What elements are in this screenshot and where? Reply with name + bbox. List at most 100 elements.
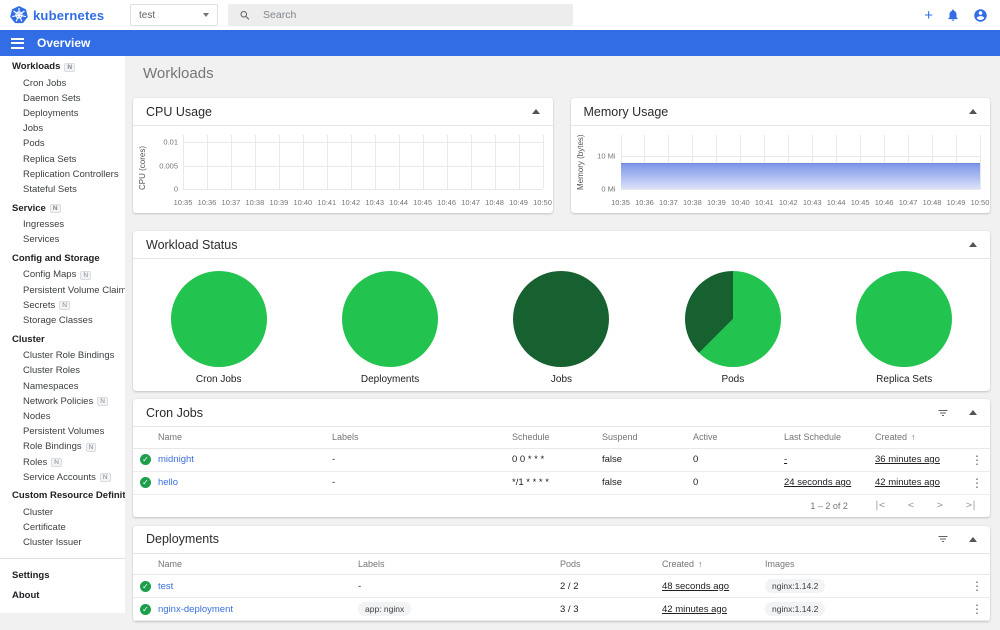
- collapse-icon[interactable]: [969, 242, 977, 247]
- resource-link[interactable]: test: [158, 581, 173, 592]
- pie-chart[interactable]: [171, 271, 267, 367]
- cell-text: */1 * * * *: [512, 477, 549, 488]
- row-menu-button[interactable]: ⋮: [968, 602, 986, 616]
- sidebar-item-services[interactable]: Services: [0, 233, 125, 248]
- next-page-button[interactable]: >: [937, 500, 942, 511]
- row-menu-button[interactable]: ⋮: [968, 476, 986, 490]
- account-button[interactable]: [973, 8, 988, 23]
- sidebar-item-persistent-volume-claims[interactable]: Persistent Volume ClaimsN: [0, 283, 125, 298]
- row-menu-button[interactable]: ⋮: [968, 453, 986, 467]
- sidebar-item-role-bindings-label: Role Bindings: [23, 442, 82, 452]
- column-header-created[interactable]: Created: [662, 559, 694, 569]
- column-header-labels[interactable]: Labels: [358, 559, 385, 569]
- collapse-icon[interactable]: [532, 109, 540, 114]
- page-toolbar: Overview: [0, 30, 1000, 56]
- sidebar-item-certificate[interactable]: Certificate: [0, 521, 125, 536]
- collapse-icon[interactable]: [969, 410, 977, 415]
- gridline-y: [621, 189, 981, 190]
- pie-label: Jobs: [551, 374, 572, 385]
- gridline-x: [303, 135, 304, 189]
- gridline-x: [183, 135, 184, 189]
- last-page-button[interactable]: >|: [966, 500, 976, 511]
- sidebar-item-settings[interactable]: Settings: [0, 565, 125, 585]
- pie-chart[interactable]: [513, 271, 609, 367]
- gridline-x: [423, 135, 424, 189]
- bell-icon: [946, 8, 960, 22]
- sidebar-item-cluster-label: Cluster: [23, 508, 53, 518]
- resource-link[interactable]: hello: [158, 477, 178, 488]
- column-header-suspend[interactable]: Suspend: [602, 432, 638, 442]
- column-header-pods[interactable]: Pods: [560, 559, 581, 569]
- sidebar-item-deployments[interactable]: Deployments: [0, 106, 125, 121]
- gridline-x: [231, 135, 232, 189]
- search-bar[interactable]: [228, 4, 573, 26]
- filter-button[interactable]: [937, 533, 949, 545]
- column-header-name[interactable]: Name: [158, 432, 182, 442]
- row-menu-button[interactable]: ⋮: [968, 579, 986, 593]
- collapse-icon[interactable]: [969, 537, 977, 542]
- column-header-schedule[interactable]: Schedule: [512, 432, 550, 442]
- sidebar-item-replica-sets[interactable]: Replica Sets: [0, 152, 125, 167]
- sidebar-item-storage-classes[interactable]: Storage Classes: [0, 313, 125, 328]
- column-header-last-schedule[interactable]: Last Schedule: [784, 432, 841, 442]
- filter-button[interactable]: [937, 407, 949, 419]
- column-header-labels[interactable]: Labels: [332, 432, 359, 442]
- sidebar-item-daemon-sets[interactable]: Daemon Sets: [0, 91, 125, 106]
- sidebar-item-pods[interactable]: Pods: [0, 137, 125, 152]
- sidebar-item-about[interactable]: About: [0, 585, 125, 605]
- notifications-button[interactable]: [946, 8, 960, 22]
- sidebar-item-cron-jobs[interactable]: Cron Jobs: [0, 76, 125, 91]
- sidebar-item-ingresses[interactable]: Ingresses: [0, 218, 125, 233]
- sort-asc-icon: ↑: [698, 559, 703, 569]
- sidebar-item-cluster-issuer[interactable]: Cluster Issuer: [0, 536, 125, 551]
- sidebar-divider: [0, 558, 125, 559]
- first-page-button[interactable]: |<: [874, 500, 884, 511]
- pie-chart[interactable]: [342, 271, 438, 367]
- sidebar-item-cluster[interactable]: Cluster: [0, 505, 125, 520]
- collapse-icon[interactable]: [969, 109, 977, 114]
- sidebar-section-config-and-storage[interactable]: Config and Storage: [0, 248, 125, 268]
- search-input[interactable]: [263, 9, 562, 21]
- sidebar-item-nodes[interactable]: Nodes: [0, 409, 125, 424]
- kubernetes-logo[interactable]: kubernetes: [10, 6, 122, 24]
- x-tick-label: 10:44: [389, 198, 408, 207]
- sidebar-item-cluster-roles[interactable]: Cluster Roles: [0, 364, 125, 379]
- sidebar-section-custom-resource-definitions[interactable]: Custom Resource Definitions: [0, 485, 125, 505]
- x-tick-label: 10:47: [461, 198, 480, 207]
- sidebar-item-persistent-volumes[interactable]: Persistent Volumes: [0, 425, 125, 440]
- column-header-name[interactable]: Name: [158, 559, 182, 569]
- sidebar-item-jobs[interactable]: Jobs: [0, 122, 125, 137]
- sidebar-item-cluster-role-bindings[interactable]: Cluster Role Bindings: [0, 349, 125, 364]
- namespace-selector[interactable]: test: [130, 4, 218, 26]
- sidebar-item-stateful-sets[interactable]: Stateful Sets: [0, 182, 125, 197]
- column-header-created[interactable]: Created: [875, 432, 907, 442]
- pie-chart[interactable]: [685, 271, 781, 367]
- sidebar-item-stateful-sets-label: Stateful Sets: [23, 185, 77, 195]
- app-header: kubernetes test +: [0, 0, 1000, 30]
- create-button[interactable]: +: [924, 8, 933, 23]
- menu-button[interactable]: [11, 38, 24, 49]
- sidebar-item-replication-controllers[interactable]: Replication Controllers: [0, 167, 125, 182]
- column-header-images[interactable]: Images: [765, 559, 795, 569]
- column-header-active[interactable]: Active: [693, 432, 718, 442]
- sidebar-item-services-label: Services: [23, 235, 59, 245]
- sidebar-item-namespaces[interactable]: Namespaces: [0, 379, 125, 394]
- sidebar-section-cluster[interactable]: Cluster: [0, 329, 125, 349]
- brand-text: kubernetes: [33, 8, 104, 23]
- pie-chart[interactable]: [856, 271, 952, 367]
- x-tick-label: 10:49: [947, 198, 966, 207]
- resource-link[interactable]: midnight: [158, 454, 194, 465]
- sidebar-item-settings-label: Settings: [12, 571, 49, 581]
- prev-page-button[interactable]: <: [908, 500, 913, 511]
